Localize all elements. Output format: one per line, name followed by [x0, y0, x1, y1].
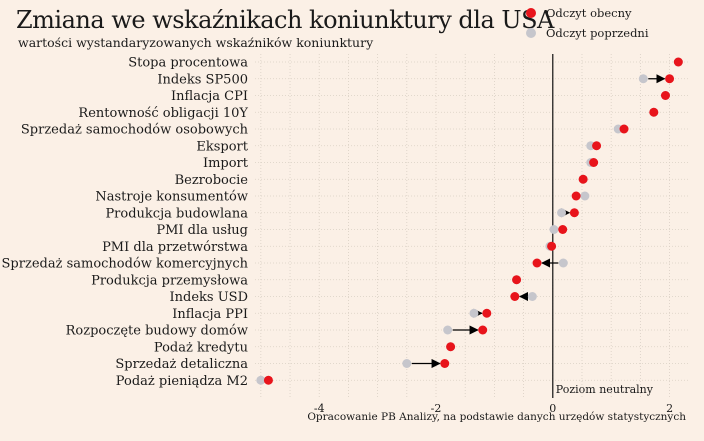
- point-current: [665, 74, 675, 84]
- legend-item-previous: Odczyt poprzedni: [526, 23, 649, 43]
- category-label: Podaż kredytu: [154, 340, 248, 355]
- point-current: [673, 57, 683, 67]
- point-current: [592, 141, 602, 151]
- point-current: [578, 174, 588, 184]
- point-previous: [549, 225, 559, 234]
- point-current: [569, 208, 579, 218]
- x-tick-label: 2: [666, 402, 673, 415]
- category-label: Produkcja budowlana: [105, 206, 248, 221]
- category-label: Indeks SP500: [157, 72, 248, 87]
- category-label: PMI dla usług: [156, 223, 248, 238]
- point-current: [558, 225, 568, 234]
- point-current: [589, 158, 599, 167]
- x-tick-label: 0: [549, 402, 556, 415]
- point-previous: [527, 292, 537, 301]
- category-label: Nastroje konsumentów: [95, 190, 248, 205]
- point-previous: [580, 191, 590, 201]
- category-label: Sprzedaż detaliczna: [115, 357, 248, 372]
- point-current: [547, 241, 557, 251]
- point-previous: [557, 208, 567, 218]
- point-previous: [638, 74, 648, 84]
- legend-dot-previous: [526, 28, 536, 38]
- category-label: Sprzedaż samochodów komercyjnych: [2, 257, 249, 272]
- category-label: Rentowność obligacji 10Y: [78, 106, 248, 121]
- point-previous: [469, 308, 479, 318]
- point-current: [532, 258, 542, 268]
- point-previous: [402, 359, 412, 368]
- point-previous: [558, 258, 568, 268]
- category-label: Inflacja CPI: [171, 89, 248, 104]
- point-current: [510, 292, 520, 301]
- point-current: [440, 359, 450, 368]
- legend-item-current: Odczyt obecny: [526, 3, 649, 23]
- neutral-annotation: Poziom neutralny: [556, 383, 654, 396]
- point-current: [478, 325, 488, 335]
- point-current: [446, 342, 456, 352]
- category-label: Import: [203, 156, 249, 171]
- category-label: Eksport: [196, 139, 248, 154]
- category-label: PMI dla przetwórstwa: [102, 240, 248, 255]
- chart-subtitle: wartości wystandaryzowanych wskaźników k…: [18, 35, 374, 50]
- category-label: Stopa procentowa: [128, 56, 248, 71]
- legend-dot-current: [526, 8, 536, 18]
- category-label: Podaż pieniądza M2: [116, 374, 248, 389]
- category-label: Inflacja PPI: [172, 307, 248, 322]
- category-label: Indeks USD: [170, 290, 249, 305]
- category-label: Produkcja przemysłowa: [91, 273, 248, 288]
- legend-label-previous: Odczyt poprzedni: [546, 26, 649, 40]
- point-current: [263, 375, 273, 385]
- source-note: Opracowanie PB Analizy, na podstawie dan…: [307, 411, 686, 423]
- point-current: [482, 308, 492, 318]
- point-current: [619, 124, 629, 134]
- category-label: Sprzedaż samochodów osobowych: [21, 123, 249, 138]
- point-previous: [443, 325, 453, 335]
- legend-label-current: Odczyt obecny: [546, 6, 632, 20]
- point-current: [660, 91, 670, 100]
- category-label: Bezrobocie: [175, 173, 249, 188]
- point-previous: [256, 375, 266, 385]
- point-current: [649, 107, 659, 117]
- x-tick-label: -4: [314, 402, 325, 415]
- point-current: [571, 191, 581, 201]
- x-tick-label: -2: [431, 402, 442, 415]
- point-current: [512, 275, 522, 285]
- legend: Odczyt obecny Odczyt poprzedni: [526, 3, 649, 43]
- chart-title: Zmiana we wskaźnikach koniunktury dla US…: [16, 6, 554, 34]
- category-label: Rozpoczęte budowy domów: [66, 324, 248, 339]
